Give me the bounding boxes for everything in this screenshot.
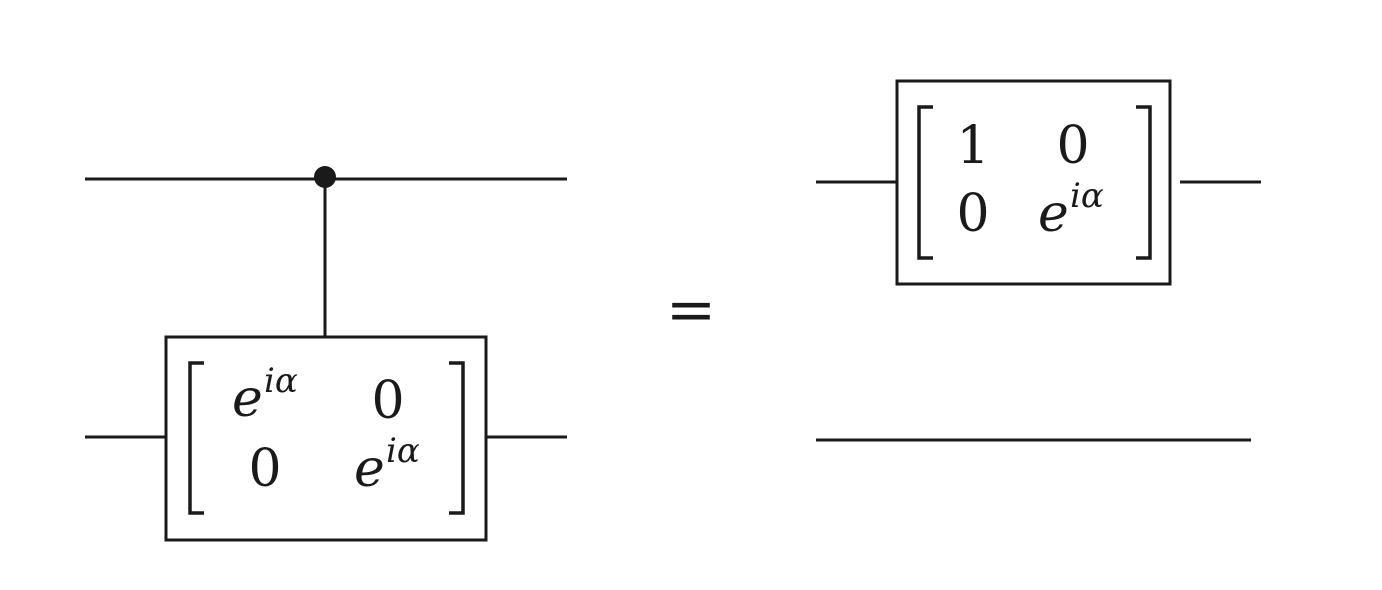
right-circuit: 1 0 0 e iα <box>816 79 1261 442</box>
phase-gate-box <box>895 79 1172 286</box>
matrix-cell-1-0: 0 <box>956 184 989 244</box>
equals-sign: = <box>666 275 716 345</box>
matrix-cell-1-0: 0 <box>248 439 281 499</box>
matrix-cell-0-0: e iα <box>232 361 298 429</box>
matrix-cell-0-0: 1 <box>956 116 989 176</box>
left-circuit: e iα 0 0 e iα <box>85 166 567 542</box>
svg-text:e: e <box>354 439 385 499</box>
svg-text:e: e <box>232 369 263 429</box>
right-bracket <box>449 361 465 515</box>
matrix-cell-1-1: e iα <box>354 431 420 499</box>
matrix-cell-0-1: 0 <box>371 371 404 431</box>
right-bracket <box>1136 105 1152 260</box>
left-bracket <box>917 105 933 260</box>
svg-text:e: e <box>1038 184 1069 244</box>
svg-text:iα: iα <box>1070 176 1104 216</box>
matrix-cell-1-1: e iα <box>1038 176 1104 244</box>
left-bracket <box>188 361 204 515</box>
matrix-cell-0-1: 0 <box>1056 116 1089 176</box>
svg-text:iα: iα <box>264 361 298 401</box>
controlled-gate-box <box>164 335 488 542</box>
svg-text:iα: iα <box>386 431 420 471</box>
